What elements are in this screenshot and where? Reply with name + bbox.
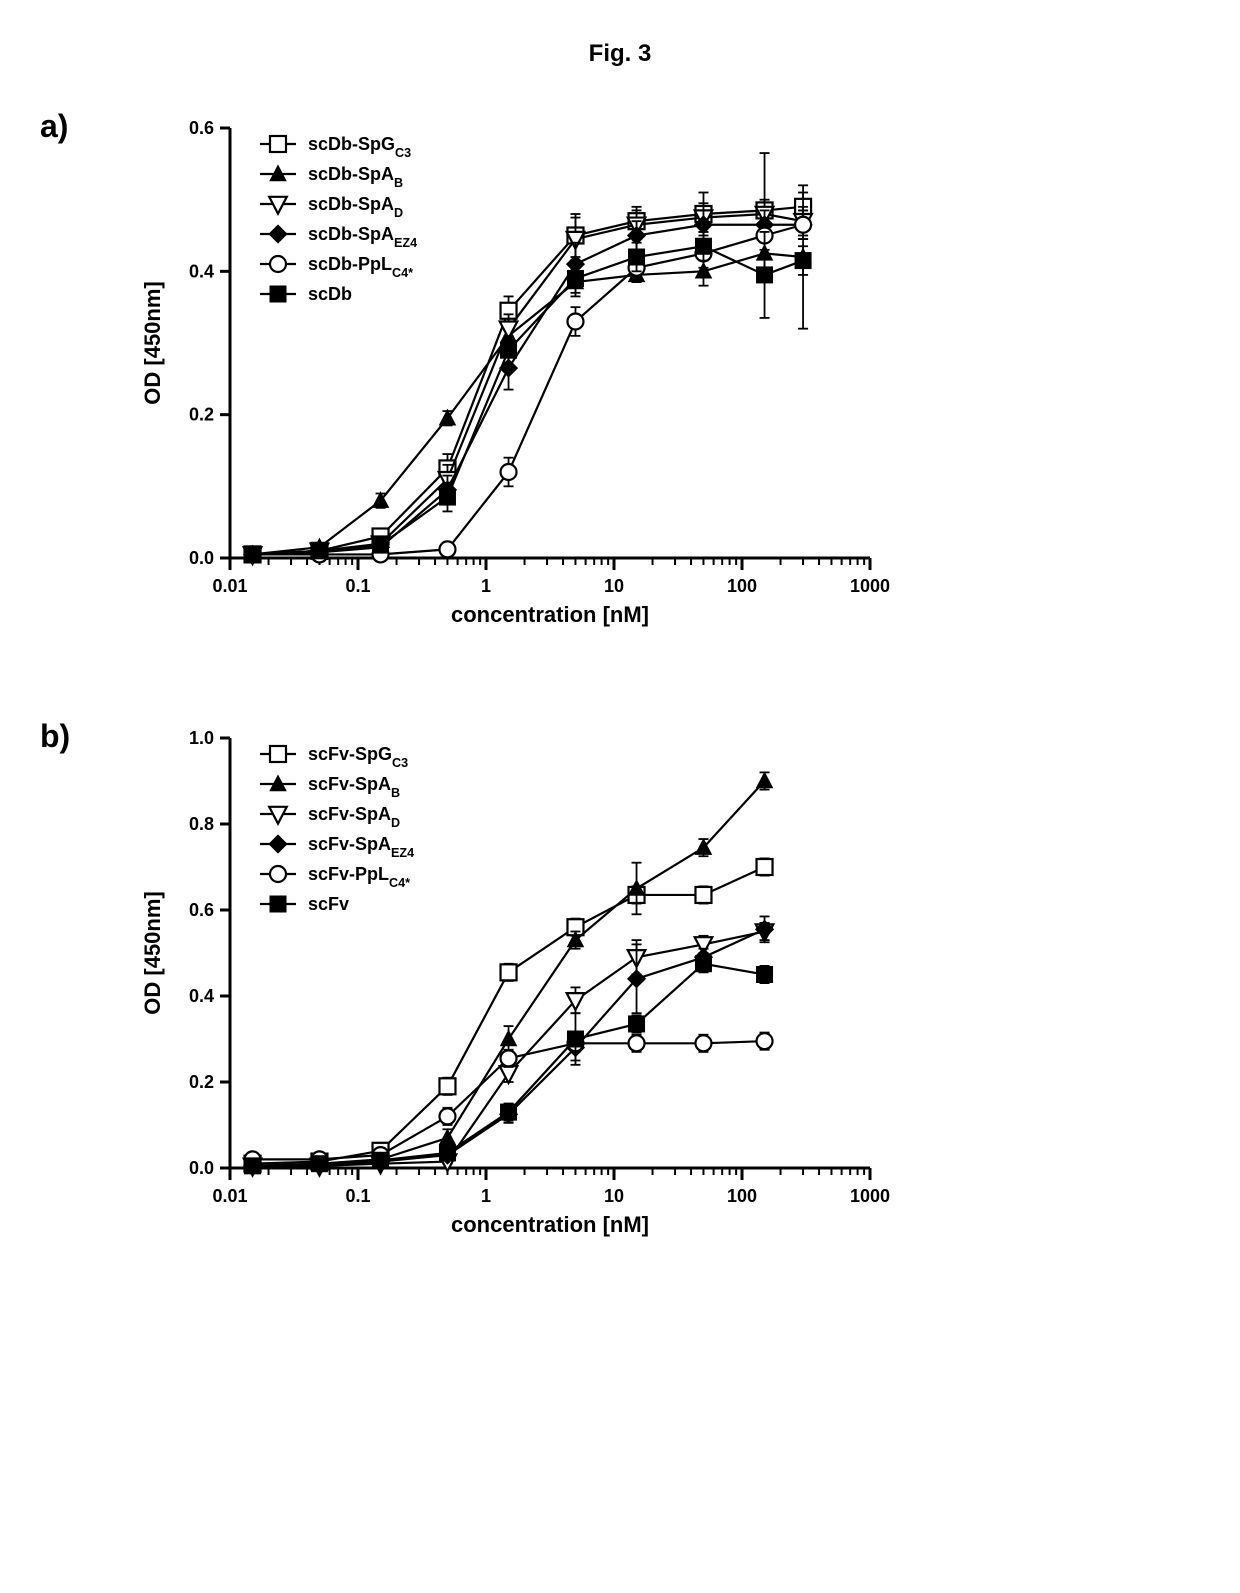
svg-text:0.6: 0.6 xyxy=(189,118,214,138)
svg-text:concentration [nM]: concentration [nM] xyxy=(451,602,649,627)
svg-text:0.4: 0.4 xyxy=(189,986,214,1006)
chart-b: 0.0 0.2 0.4 0.6 0.8 1.0 0.01 0.1 1 10 100 1000 conce… xyxy=(100,708,920,1268)
panel-a: a) 0.0 0.2 0.4 0.6 0.01 0.1 1 10 100 1000 concentr… xyxy=(40,98,1200,658)
panel-a-label: a) xyxy=(40,98,100,145)
svg-text:1000: 1000 xyxy=(850,1186,890,1206)
svg-text:0.6: 0.6 xyxy=(189,900,214,920)
svg-text:0.01: 0.01 xyxy=(212,576,247,596)
svg-text:10: 10 xyxy=(604,1186,624,1206)
svg-text:scDb-PpLC4*: scDb-PpLC4* xyxy=(308,254,413,280)
svg-text:scFv-SpAEZ4: scFv-SpAEZ4 xyxy=(308,834,414,860)
svg-text:scDb-SpAD: scDb-SpAD xyxy=(308,194,403,220)
svg-text:scFv-PpLC4*: scFv-PpLC4* xyxy=(308,864,410,890)
svg-text:OD [450nm]: OD [450nm] xyxy=(140,891,165,1014)
svg-text:scDb: scDb xyxy=(308,284,352,304)
panel-b-label: b) xyxy=(40,708,100,755)
svg-text:1.0: 1.0 xyxy=(189,728,214,748)
svg-text:0.2: 0.2 xyxy=(189,405,214,425)
svg-text:concentration [nM]: concentration [nM] xyxy=(451,1212,649,1237)
svg-text:scFv: scFv xyxy=(308,894,349,914)
svg-text:0.8: 0.8 xyxy=(189,814,214,834)
svg-text:scFv-SpAB: scFv-SpAB xyxy=(308,774,400,800)
svg-text:100: 100 xyxy=(727,1186,757,1206)
svg-text:100: 100 xyxy=(727,576,757,596)
svg-text:0.01: 0.01 xyxy=(212,1186,247,1206)
svg-text:0.2: 0.2 xyxy=(189,1072,214,1092)
svg-text:scDb-SpAB: scDb-SpAB xyxy=(308,164,403,190)
panel-b: b) 0.0 0.2 0.4 0.6 0.8 1.0 0.01 0.1 1 10 100 1000 co… xyxy=(40,708,1200,1268)
svg-text:scDb-SpGC3: scDb-SpGC3 xyxy=(308,134,411,160)
svg-text:scFv-SpGC3: scFv-SpGC3 xyxy=(308,744,408,770)
svg-text:OD [450nm]: OD [450nm] xyxy=(140,281,165,404)
svg-text:1000: 1000 xyxy=(850,576,890,596)
svg-text:0.1: 0.1 xyxy=(345,1186,370,1206)
svg-text:1: 1 xyxy=(481,576,491,596)
svg-text:0.0: 0.0 xyxy=(189,1158,214,1178)
svg-text:0.0: 0.0 xyxy=(189,548,214,568)
chart-a: 0.0 0.2 0.4 0.6 0.01 0.1 1 10 100 1000 concentrati… xyxy=(100,98,920,658)
svg-text:0.1: 0.1 xyxy=(345,576,370,596)
svg-text:0.4: 0.4 xyxy=(189,261,214,281)
svg-text:scDb-SpAEZ4: scDb-SpAEZ4 xyxy=(308,224,417,250)
figure-title: Fig. 3 xyxy=(40,40,1200,68)
svg-text:scFv-SpAD: scFv-SpAD xyxy=(308,804,400,830)
svg-text:10: 10 xyxy=(604,576,624,596)
svg-text:1: 1 xyxy=(481,1186,491,1206)
